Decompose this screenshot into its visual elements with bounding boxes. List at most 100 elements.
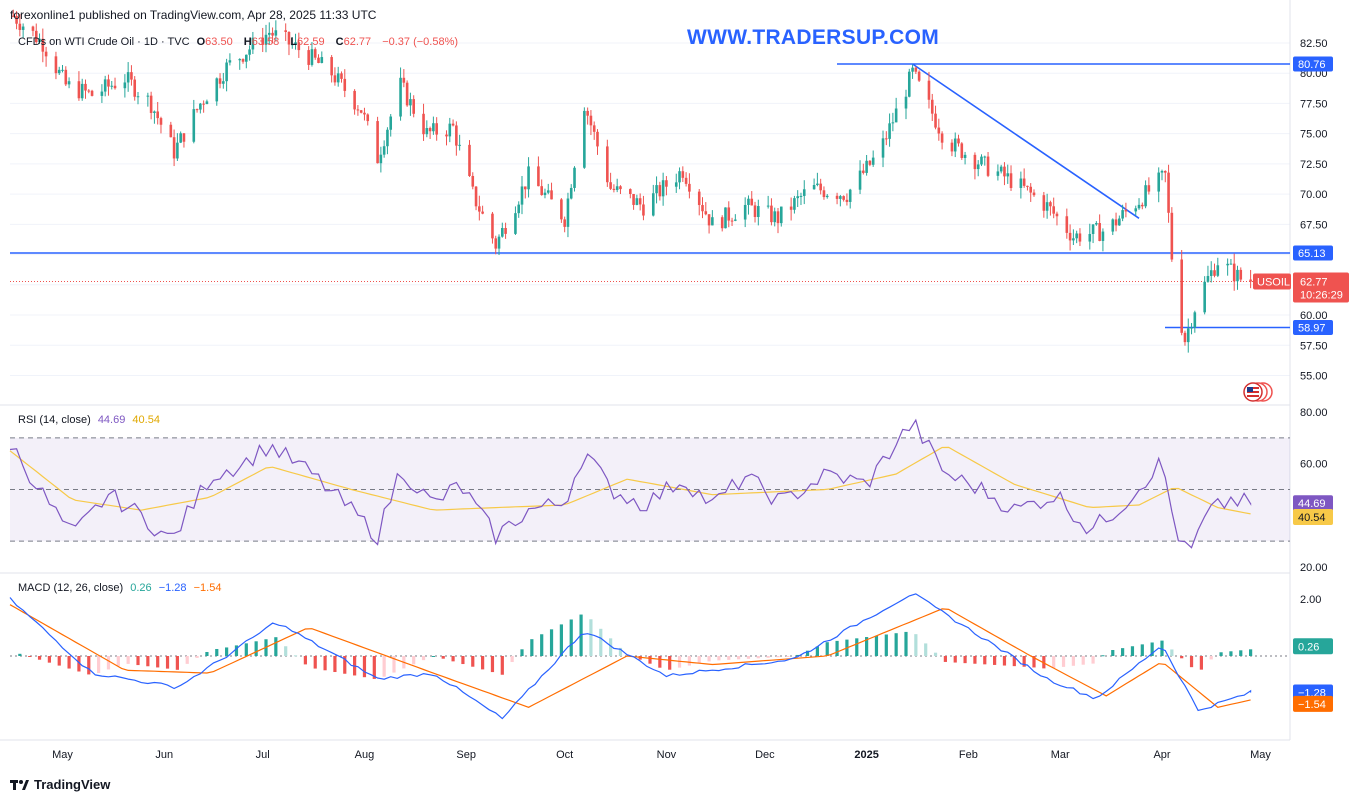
candle-body [448, 123, 452, 137]
high-value: 63.58 [251, 36, 280, 48]
macd-histogram-bar [943, 656, 947, 662]
candle-body [642, 204, 645, 216]
macd-histogram-bar [412, 656, 416, 665]
instrument-legend: CFDs on WTI Crude Oil · 1D · TVC O63.50 … [18, 36, 462, 48]
macd-histogram-bar [293, 655, 298, 657]
candle-body [274, 30, 278, 36]
symbol-tag [1253, 273, 1291, 290]
macd-histogram-bar [1052, 656, 1056, 668]
candle-body [359, 110, 363, 113]
candle-body [1049, 202, 1052, 207]
candle-body [54, 56, 58, 74]
candle-body [491, 213, 494, 239]
candle-body [245, 54, 248, 62]
candle-body [560, 199, 563, 220]
instrument-name: CFDs on WTI Crude Oil · 1D · TVC [18, 36, 190, 48]
candle-body [684, 177, 688, 184]
candle-body [379, 154, 383, 164]
countdown-text: 10:26:29 [1300, 290, 1343, 302]
macd-histogram-bar [382, 656, 386, 677]
candle-body [310, 49, 314, 65]
candle-body [1055, 213, 1059, 217]
candle-body [674, 182, 678, 187]
candle-body [629, 189, 632, 194]
macd-legend-signal: −1.54 [193, 582, 222, 594]
time-tick-label: Sep [456, 749, 476, 761]
price-tick-label: 82.50 [1300, 38, 1328, 50]
candle-body [540, 186, 543, 196]
candle-body [1134, 208, 1138, 212]
candle-body [294, 42, 297, 45]
low-value: 62.59 [297, 36, 325, 48]
us-flag-icon[interactable] [1243, 382, 1273, 402]
candle-body [1206, 275, 1210, 282]
candle-body [176, 142, 179, 159]
candle-body [107, 79, 110, 87]
candle-body [405, 82, 409, 106]
candle-body [225, 62, 228, 82]
candle-body [336, 73, 340, 83]
candle-body [858, 170, 862, 190]
candle-body [126, 72, 130, 83]
candle-body [885, 138, 888, 140]
macd-line [9, 593, 1252, 720]
candle-body [848, 189, 852, 202]
candle-body [779, 206, 783, 224]
candle-body [747, 198, 750, 205]
candle-body [566, 198, 570, 227]
candle-body [1190, 327, 1193, 329]
macd-histogram-bar [658, 656, 662, 668]
candle-body [494, 238, 498, 249]
candle-body [218, 78, 222, 84]
macd-histogram-bar [865, 637, 869, 656]
macd-histogram-bar [874, 635, 879, 656]
tradingview-brand-text: TradingView [34, 777, 111, 793]
candle-body [84, 83, 87, 91]
macd-histogram-bar [1071, 656, 1075, 666]
candle-body [934, 113, 937, 128]
candle-body [64, 69, 68, 85]
candle-body [727, 207, 731, 221]
rsi-legend-value: 44.69 [97, 414, 126, 426]
macd-tick-label: 2.00 [1300, 594, 1321, 606]
rsi-tick-label: 20.00 [1300, 562, 1328, 574]
candle-body [399, 77, 402, 117]
candle-body [15, 15, 18, 24]
candle-body [894, 108, 898, 123]
candle-body [317, 57, 320, 63]
macd-histogram-bar [1249, 649, 1253, 656]
macd-histogram-bar [372, 656, 376, 679]
candle-body [481, 211, 484, 214]
low-label: L [290, 36, 298, 48]
candle-body [455, 125, 458, 146]
candle-body [632, 193, 635, 205]
macd-histogram-bar [796, 654, 800, 656]
tradingview-brand[interactable]: TradingView [10, 776, 110, 792]
rsi-line [9, 418, 1252, 549]
macd-histogram-bar [1150, 642, 1154, 656]
macd-histogram-bar [333, 656, 337, 673]
macd-histogram-bar [461, 656, 465, 665]
candle-body [363, 112, 366, 115]
candle-body [389, 116, 393, 130]
candle-body [1095, 223, 1098, 225]
macd-histogram-bar [1170, 649, 1174, 656]
time-tick-label: Dec [755, 749, 775, 761]
candle-body [458, 144, 461, 146]
candle-body [862, 170, 865, 173]
candle-body [1186, 328, 1190, 343]
candle-body [1111, 219, 1115, 232]
candle-body [57, 69, 61, 74]
macd-histogram-bar [510, 656, 514, 663]
candle-body [589, 115, 593, 126]
candle-body [199, 103, 202, 110]
candle-body [1226, 263, 1229, 266]
candle-body [1160, 170, 1164, 173]
candle-body [793, 198, 796, 210]
rsi-ma-flag [1293, 508, 1333, 525]
time-tick-label: Aug [355, 749, 375, 761]
time-tick-label: 2025 [854, 749, 878, 761]
candle-body [504, 227, 507, 234]
macd-histogram-bar [106, 656, 111, 670]
candle-body [290, 44, 294, 46]
